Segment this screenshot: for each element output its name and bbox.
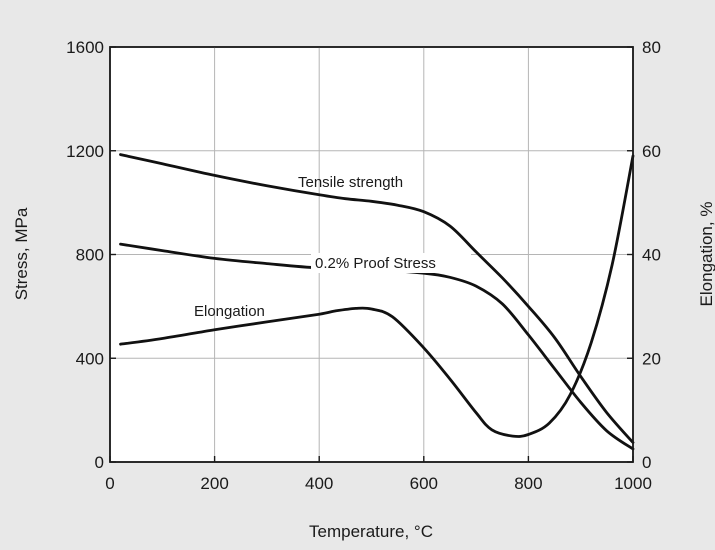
x-tick-label: 800 — [514, 474, 542, 493]
series — [119, 153, 635, 451]
x-tick-label: 200 — [200, 474, 228, 493]
y2-axis-title: Elongation, % — [697, 202, 715, 307]
y-tick-label: 400 — [76, 349, 104, 368]
series-label-0-2-proof-stress: 0.2% Proof Stress — [315, 255, 436, 272]
series-label-tensile-strength: Tensile strength — [298, 174, 403, 191]
y-tick-label: 800 — [76, 246, 104, 265]
y2-tick-label: 40 — [642, 246, 661, 265]
x-axis-title: Temperature, °C — [309, 522, 433, 541]
x-tick-label: 1000 — [614, 474, 652, 493]
y2-tick-label: 60 — [642, 142, 661, 161]
x-tick-label: 600 — [410, 474, 438, 493]
y-axis-title: Stress, MPa — [12, 207, 31, 300]
y-tick-label: 1600 — [66, 38, 104, 57]
y2-tick-label: 80 — [642, 38, 661, 57]
series-annotations: Tensile strength 0.2% Proof Stress Elongat… — [194, 174, 471, 320]
proof-stress-label-backdrop — [311, 253, 471, 273]
series-line-tensile-strength — [119, 153, 635, 444]
y2-tick-label: 0 — [642, 453, 651, 472]
x-tick-label: 0 — [105, 474, 114, 493]
x-tick-label: 400 — [305, 474, 333, 493]
y-tick-label: 1200 — [66, 142, 104, 161]
y2-tick-label: 20 — [642, 349, 661, 368]
series-line-0-2-proof-stress — [119, 242, 635, 451]
ticks: 0 200 400 600 800 1000 0 400 800 1200 1600 0 20 40 60 8… — [66, 38, 661, 493]
y-tick-label: 0 — [95, 453, 104, 472]
plot-frame — [109, 46, 634, 463]
series-label-elongation: Elongation — [194, 303, 265, 320]
series-line-elongation — [119, 154, 635, 438]
